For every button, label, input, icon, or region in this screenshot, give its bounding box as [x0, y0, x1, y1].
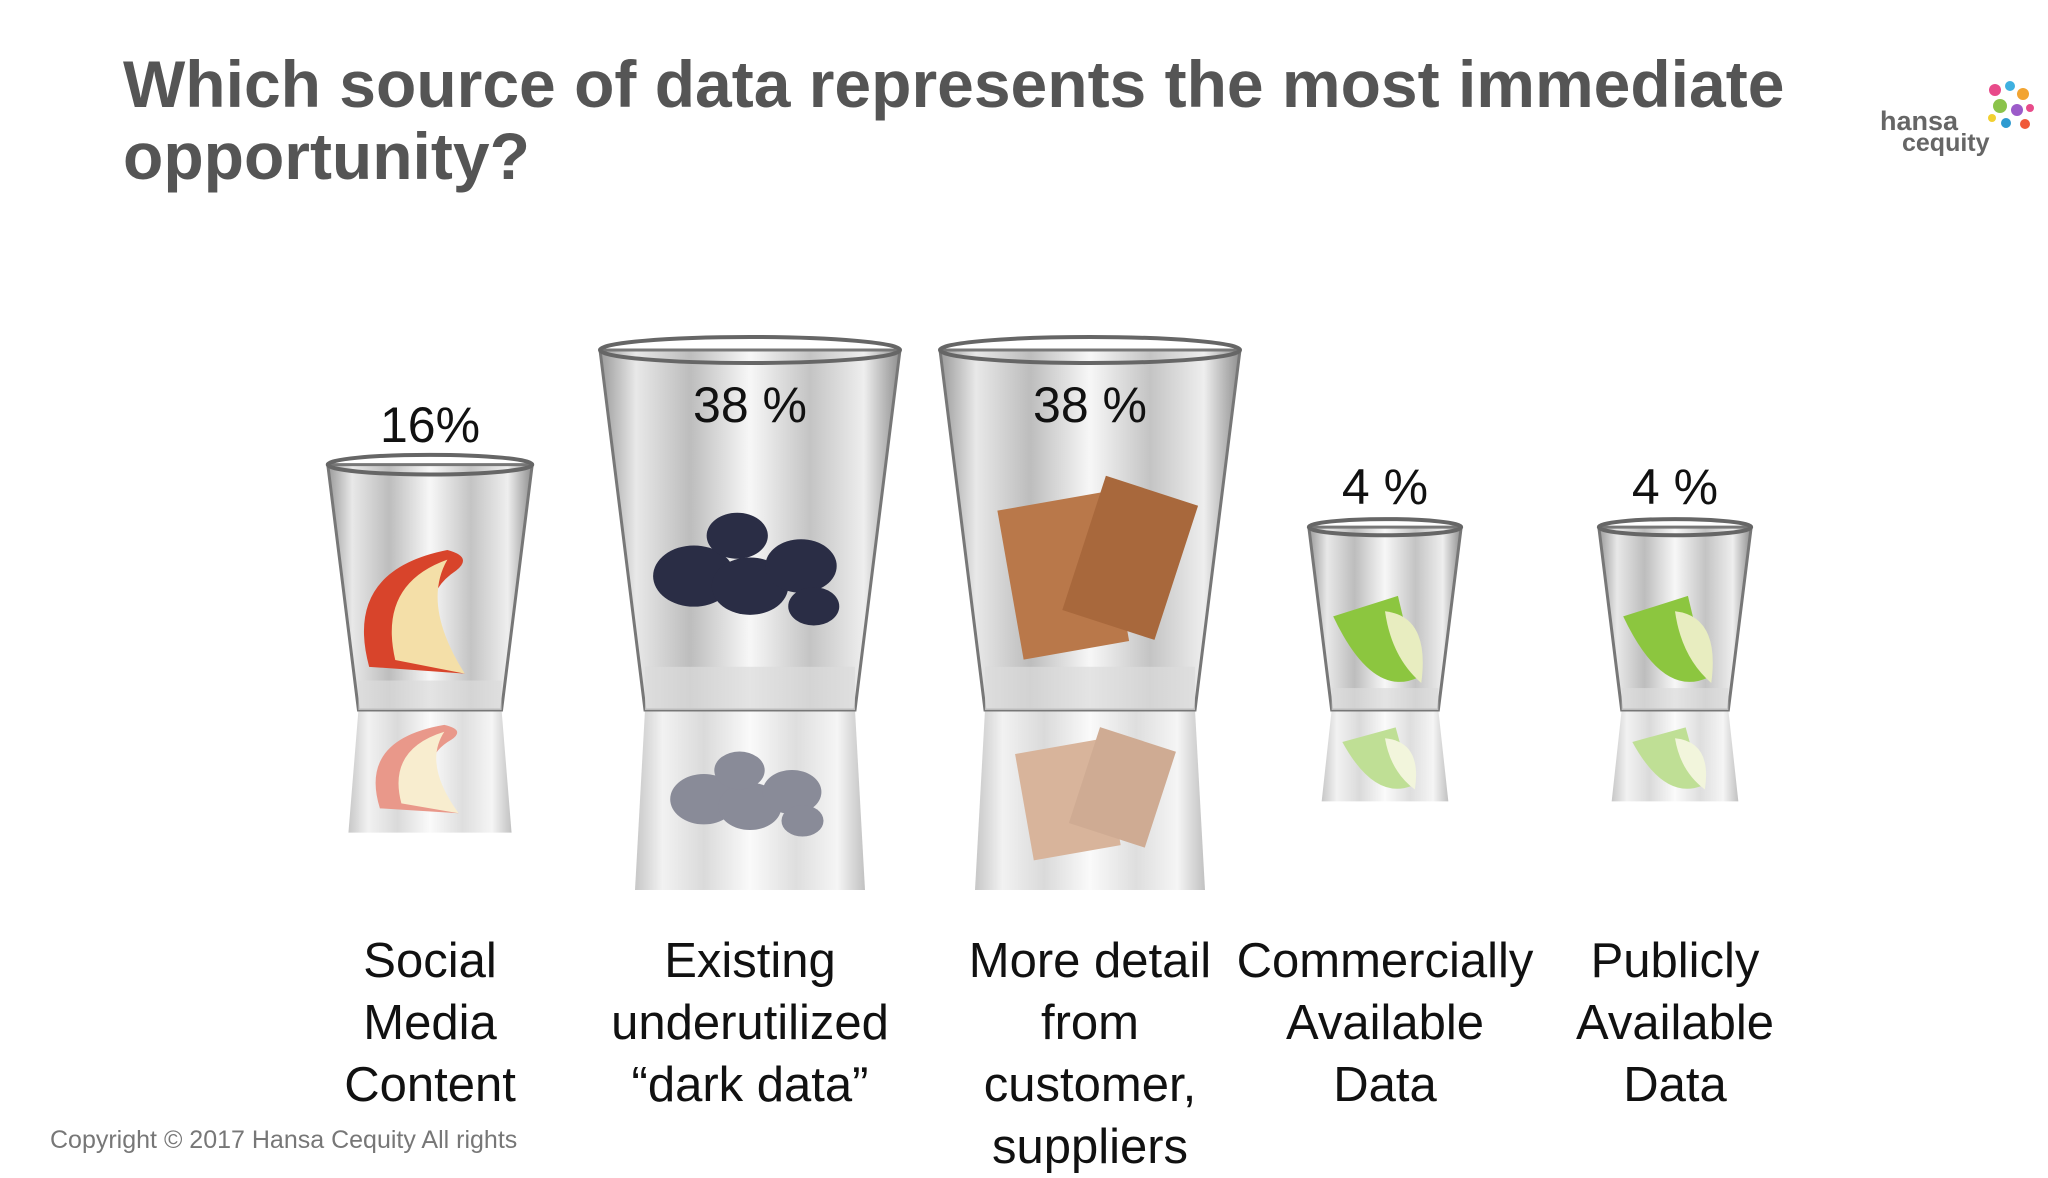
value-label-1: 16%: [379, 396, 481, 453]
shot-glass-chart: [325, 335, 1754, 890]
glass-rim: [1306, 517, 1464, 538]
glass-rim: [938, 335, 1242, 365]
slide-title: Which source of data represents the most…: [123, 47, 1785, 193]
glass-reflection: [635, 710, 865, 890]
glass-contents-lime-wedge: [1333, 595, 1423, 683]
glass-contents-apple-slice: [363, 550, 465, 674]
chart-bar-glass-3: [938, 335, 1242, 890]
glass-base: [985, 666, 1195, 710]
category-label-4: Commercially Available Data: [1236, 934, 1534, 1112]
glass-reflection: [348, 710, 512, 833]
value-label-5: 4 %: [1631, 459, 1719, 516]
glass-reflection: [1611, 710, 1739, 802]
glass-reflection: [1321, 710, 1449, 802]
logo-word-cequity: cequity: [1902, 129, 1990, 157]
logo-dots-icon: [1988, 81, 2034, 129]
glass-base: [645, 666, 855, 710]
glass-rim: [1596, 517, 1754, 538]
hansa-cequity-logo: hansa cequity: [1880, 78, 2040, 168]
glass-contents-lime-wedge: [1623, 595, 1713, 683]
chart-bar-glass-2: [598, 335, 902, 890]
category-label-2: Existing underutilized “dark data”: [611, 934, 889, 1112]
glass-base: [1331, 688, 1439, 710]
value-label-4: 4 %: [1341, 459, 1429, 516]
glass-contents-chocolate: [997, 475, 1199, 660]
value-label-3: 38 %: [1033, 377, 1147, 433]
glass-rim: [598, 335, 902, 365]
glass-contents-blueberries: [653, 512, 840, 626]
glass-base: [358, 680, 502, 710]
chart-bar-glass-5: [1596, 517, 1754, 802]
value-label-2: 38 %: [693, 377, 807, 433]
glass-rim: [325, 452, 535, 477]
chart-bar-glass-4: [1306, 517, 1464, 802]
category-label-5: Publicly Available Data: [1576, 934, 1774, 1112]
category-label-3: More detail from customer, suppliers: [968, 934, 1212, 1174]
copyright-notice: Copyright © 2017 Hansa Cequity All right…: [50, 1126, 518, 1154]
glass-base: [1621, 688, 1729, 710]
logo-word-hansa: hansa: [1880, 106, 1959, 136]
category-label-1: Social Media Content: [344, 934, 516, 1112]
chart-bar-glass-1: [325, 452, 535, 833]
glass-reflection: [975, 710, 1205, 890]
